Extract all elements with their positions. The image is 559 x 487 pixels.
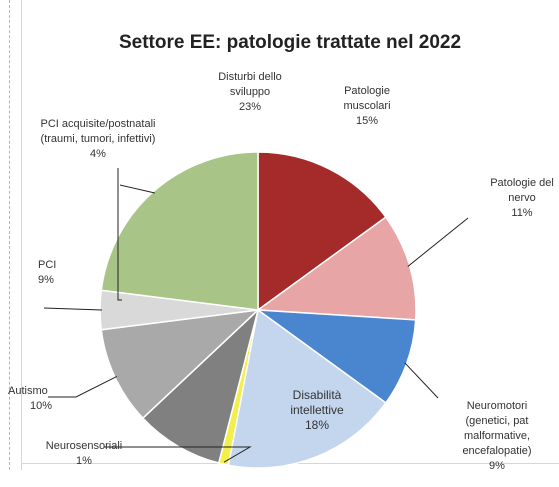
pie-slice — [257, 151, 387, 312]
slice-label-neurosensoriali: Neurosensoriali 1% — [45, 440, 123, 467]
chart-title: Settore EE: patologie trattate nel 2022 — [118, 32, 462, 53]
left-divider — [9, 0, 10, 470]
leader-line — [48, 375, 118, 398]
slice-label-patologie-nervo: Patologie del nervo 11% — [490, 177, 554, 219]
pie-slice — [100, 151, 259, 311]
pie-slice — [141, 307, 260, 464]
pie-slice — [255, 216, 417, 321]
slice-label-disturbi-sviluppo: Disturbi dello sviluppo 23% — [218, 71, 282, 113]
slice-label-pci: PCI 9% — [38, 259, 57, 286]
pie-slice — [255, 309, 417, 404]
leader-line — [104, 446, 252, 463]
pie-slice — [227, 308, 387, 469]
slice-label-autismo: Autismo 10% — [8, 385, 53, 412]
slice-label-disabilita-intellettive: Disabilità intellettive 18% — [290, 388, 344, 432]
leader-line — [407, 217, 469, 267]
left-border — [21, 0, 22, 470]
leader-line — [119, 184, 155, 194]
leader-line — [404, 362, 439, 399]
slice-label-neuromotori: Neuromotori (genetici, pat malformative,… — [462, 400, 532, 472]
slice-label-patologie-muscolari: Patologie muscolari 15% — [343, 85, 391, 127]
leader-line — [43, 307, 103, 311]
slice-label-pci-acquisite: PCI acquisite/postnatali (traumi, tumori… — [40, 118, 156, 160]
leader-line — [117, 168, 122, 301]
